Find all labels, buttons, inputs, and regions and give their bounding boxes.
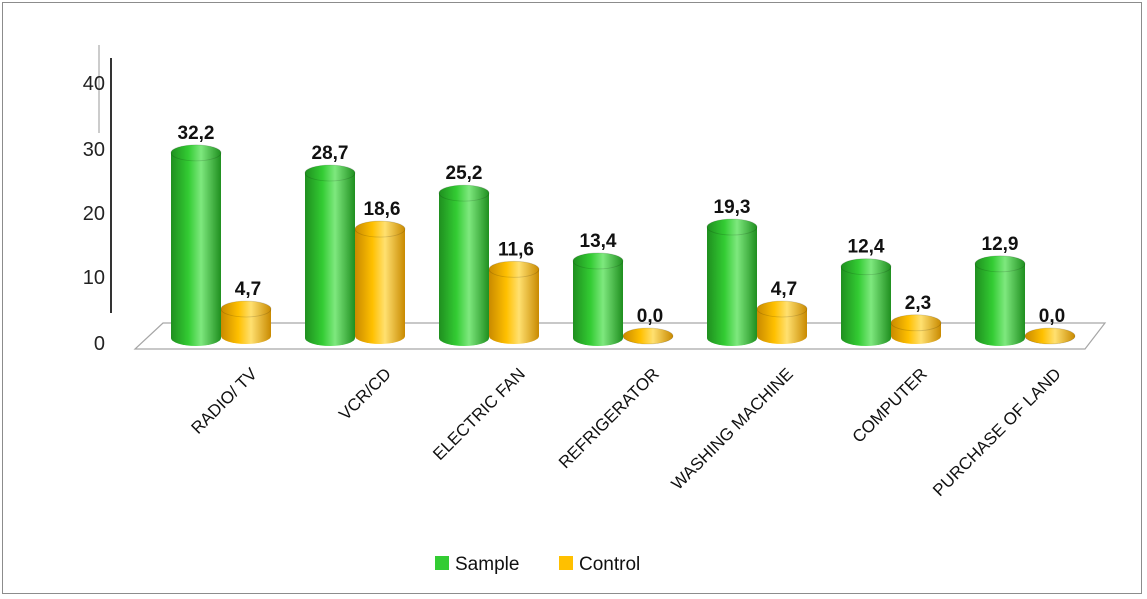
sample-bar-body <box>573 260 623 346</box>
control-bar-body <box>757 308 807 344</box>
category-label: VCR/CD <box>335 364 395 424</box>
sample-bar <box>170 144 222 346</box>
sample-bar-top <box>438 184 490 202</box>
sample-bar-body <box>975 263 1025 346</box>
sample-bar-top <box>706 218 758 236</box>
category-label: COMPUTER <box>849 364 931 446</box>
y-tick-label: 40 <box>83 73 105 95</box>
bar-chart: 0 10 20 30 40 32,2 4,7 RADIO/ TV 28,7 18,6 VCR/CD 2… <box>83 45 1107 575</box>
sample-bar-body <box>841 266 891 346</box>
control-bar-body <box>221 308 271 344</box>
control-bar <box>622 327 674 345</box>
sample-value-label: 19,3 <box>714 197 751 218</box>
control-bar <box>890 314 942 344</box>
sample-value-label: 28,7 <box>312 143 349 164</box>
legend: Sample Control <box>435 554 640 575</box>
control-value-label: 0,0 <box>1039 306 1065 327</box>
control-value-label: 11,6 <box>498 239 534 260</box>
sample-bar-body <box>305 172 355 346</box>
control-bar <box>1024 327 1076 345</box>
control-bar <box>220 300 272 344</box>
y-tick-label: 10 <box>83 267 105 289</box>
category-label: RADIO/ TV <box>187 364 261 438</box>
control-bar-top <box>1024 327 1076 345</box>
control-value-label: 4,7 <box>235 279 261 300</box>
sample-value-label: 13,4 <box>580 231 617 252</box>
control-bar <box>488 260 540 344</box>
sample-bar <box>706 218 758 346</box>
legend-swatch-sample <box>435 556 449 570</box>
sample-bar-top <box>170 144 222 162</box>
control-value-label: 2,3 <box>905 293 931 314</box>
control-bar <box>756 300 808 344</box>
sample-bar-top <box>974 255 1026 273</box>
control-value-label: 18,6 <box>364 199 401 220</box>
y-tick-label: 30 <box>83 139 105 161</box>
control-bar-top <box>890 314 942 332</box>
sample-bar-top <box>572 252 624 270</box>
control-bar-top <box>756 300 808 318</box>
sample-bar-body <box>707 227 757 346</box>
control-bar <box>354 220 406 344</box>
sample-bar <box>840 258 892 346</box>
sample-bar-body <box>171 152 221 346</box>
sample-bar-top <box>304 164 356 182</box>
legend-label-sample: Sample <box>455 554 519 575</box>
sample-bar <box>438 184 490 346</box>
control-bar-body <box>489 269 539 344</box>
control-value-label: 0,0 <box>637 306 663 327</box>
sample-bar <box>304 164 356 346</box>
control-bar-top <box>220 300 272 318</box>
sample-value-label: 12,9 <box>982 234 1019 255</box>
control-bar-top <box>354 220 406 238</box>
y-tick-label: 20 <box>83 203 105 225</box>
sample-bar <box>572 252 624 346</box>
control-value-label: 4,7 <box>771 279 797 300</box>
control-bar-top <box>622 327 674 345</box>
control-bar-body <box>355 229 405 344</box>
legend-label-control: Control <box>579 554 640 575</box>
sample-bar <box>974 255 1026 346</box>
sample-bar-top <box>840 258 892 276</box>
sample-bar-body <box>439 193 489 346</box>
legend-swatch-control <box>559 556 573 570</box>
y-tick-label: 0 <box>94 333 105 355</box>
sample-value-label: 12,4 <box>848 237 885 258</box>
control-bar-top <box>488 260 540 278</box>
sample-value-label: 32,2 <box>178 123 215 144</box>
category-label: REFRIGERATOR <box>555 364 663 472</box>
sample-value-label: 25,2 <box>446 163 483 184</box>
category-label: WASHING MACHINE <box>668 364 797 493</box>
category-label: PURCHASE OF LAND <box>929 364 1065 500</box>
category-label: ELECTRIC FAN <box>429 364 529 464</box>
